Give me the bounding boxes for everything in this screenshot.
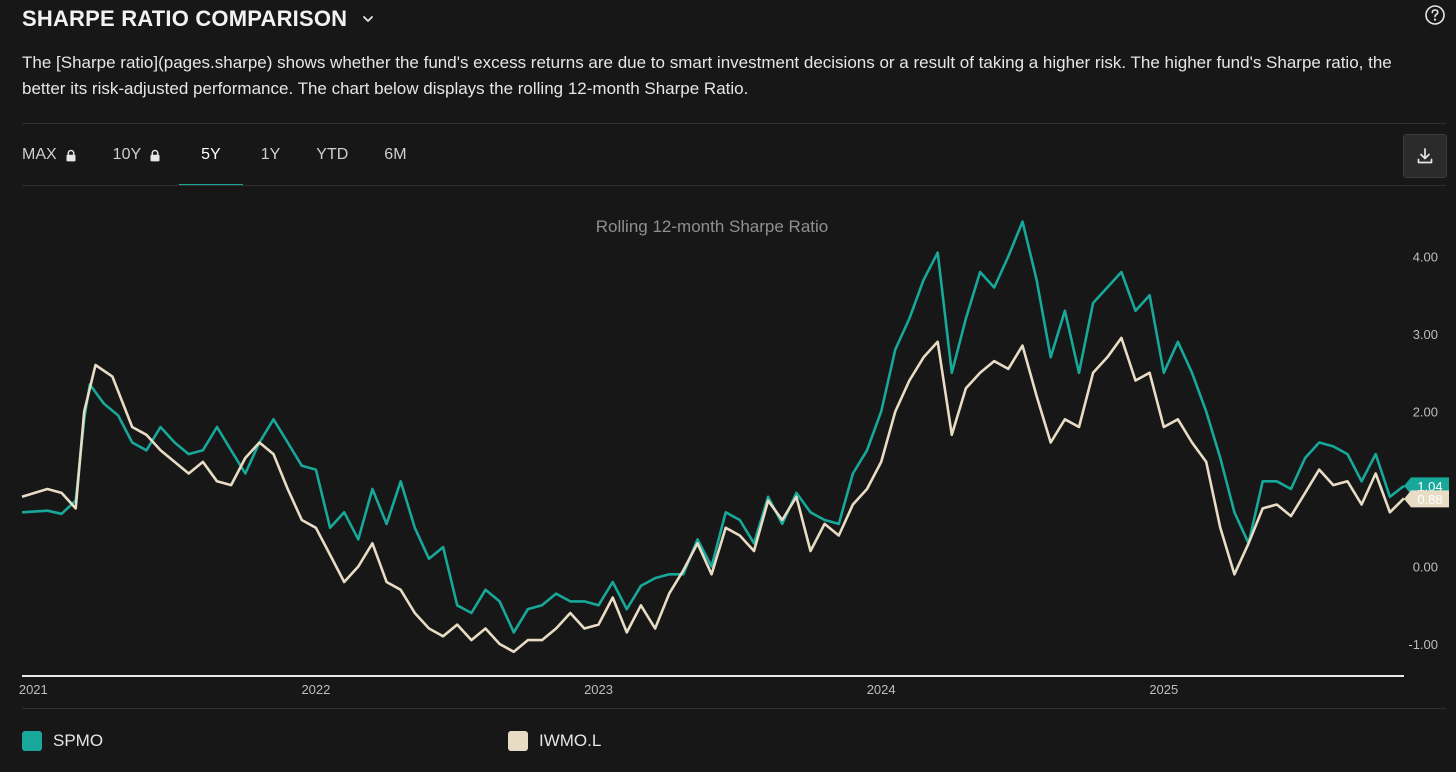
x-tick-label: 2021	[19, 682, 48, 697]
page-title: SHARPE RATIO COMPARISON	[22, 6, 348, 31]
legend-item-iwmo[interactable]: IWMO.L	[508, 731, 601, 751]
badge-value: 1.04	[1417, 479, 1442, 494]
legend-item-spmo[interactable]: SPMO	[22, 731, 103, 751]
tab-label: 6M	[384, 146, 407, 163]
tab-label: 10Y	[112, 146, 142, 163]
series-line-iwmo-l[interactable]	[21, 336, 1405, 654]
tab-ytd[interactable]: YTD	[298, 124, 366, 186]
divider-top	[22, 123, 1446, 124]
tab-10y[interactable]: 10Y	[95, 124, 179, 186]
tab-label: YTD	[316, 146, 349, 163]
legend-swatch	[508, 731, 528, 751]
divider-tabs	[22, 185, 1446, 186]
x-tick-label: 2022	[301, 682, 330, 697]
y-tick-label: 4.00	[1413, 250, 1438, 265]
last-value-badge: 0.88	[1404, 490, 1449, 508]
legend-swatch	[22, 731, 42, 751]
tab-6m[interactable]: 6M	[366, 124, 424, 186]
lock-icon	[150, 149, 160, 161]
tab-label: MAX	[22, 146, 57, 163]
y-tick-label: 2.00	[1413, 405, 1438, 420]
help-circle-icon[interactable]	[1424, 4, 1446, 26]
x-tick-label: 2023	[584, 682, 613, 697]
x-tick-label: 2025	[1149, 682, 1178, 697]
range-tabs: MAX 10Y 5Y 1Y YTD 6M	[22, 124, 425, 186]
chart-title: Rolling 12-month Sharpe Ratio	[596, 217, 828, 236]
tab-label: 1Y	[260, 146, 281, 163]
sharpe-ratio-chart: Rolling 12-month Sharpe Ratio 4.00 3.00 2.…	[19, 217, 1449, 697]
series-line-spmo[interactable]	[21, 220, 1405, 634]
last-value-badge: 1.04	[1404, 477, 1449, 495]
legend-label: IWMO.L	[539, 731, 602, 750]
badge-value: 0.88	[1417, 492, 1442, 507]
badge-shape	[1404, 490, 1449, 508]
legend-label: SPMO	[53, 731, 104, 750]
download-button[interactable]	[1403, 134, 1447, 178]
x-tick-label: 2024	[867, 682, 896, 697]
description-text: The [Sharpe ratio](pages.sharpe) shows w…	[22, 53, 1392, 98]
tab-label: 5Y	[201, 146, 221, 163]
y-tick-label: -1.00	[1408, 637, 1438, 652]
chart-header[interactable]: SHARPE RATIO COMPARISON	[22, 6, 375, 32]
tab-5y[interactable]: 5Y	[179, 124, 243, 186]
badge-shape	[1404, 477, 1449, 495]
download-icon	[1417, 148, 1433, 164]
y-tick-label: 0.00	[1413, 560, 1438, 575]
y-tick-label: 3.00	[1413, 327, 1438, 342]
divider-legend	[22, 708, 1446, 709]
chevron-down-icon[interactable]	[361, 12, 375, 26]
tab-1y[interactable]: 1Y	[243, 124, 299, 186]
tab-max[interactable]: MAX	[22, 124, 95, 186]
lock-icon	[66, 149, 76, 161]
